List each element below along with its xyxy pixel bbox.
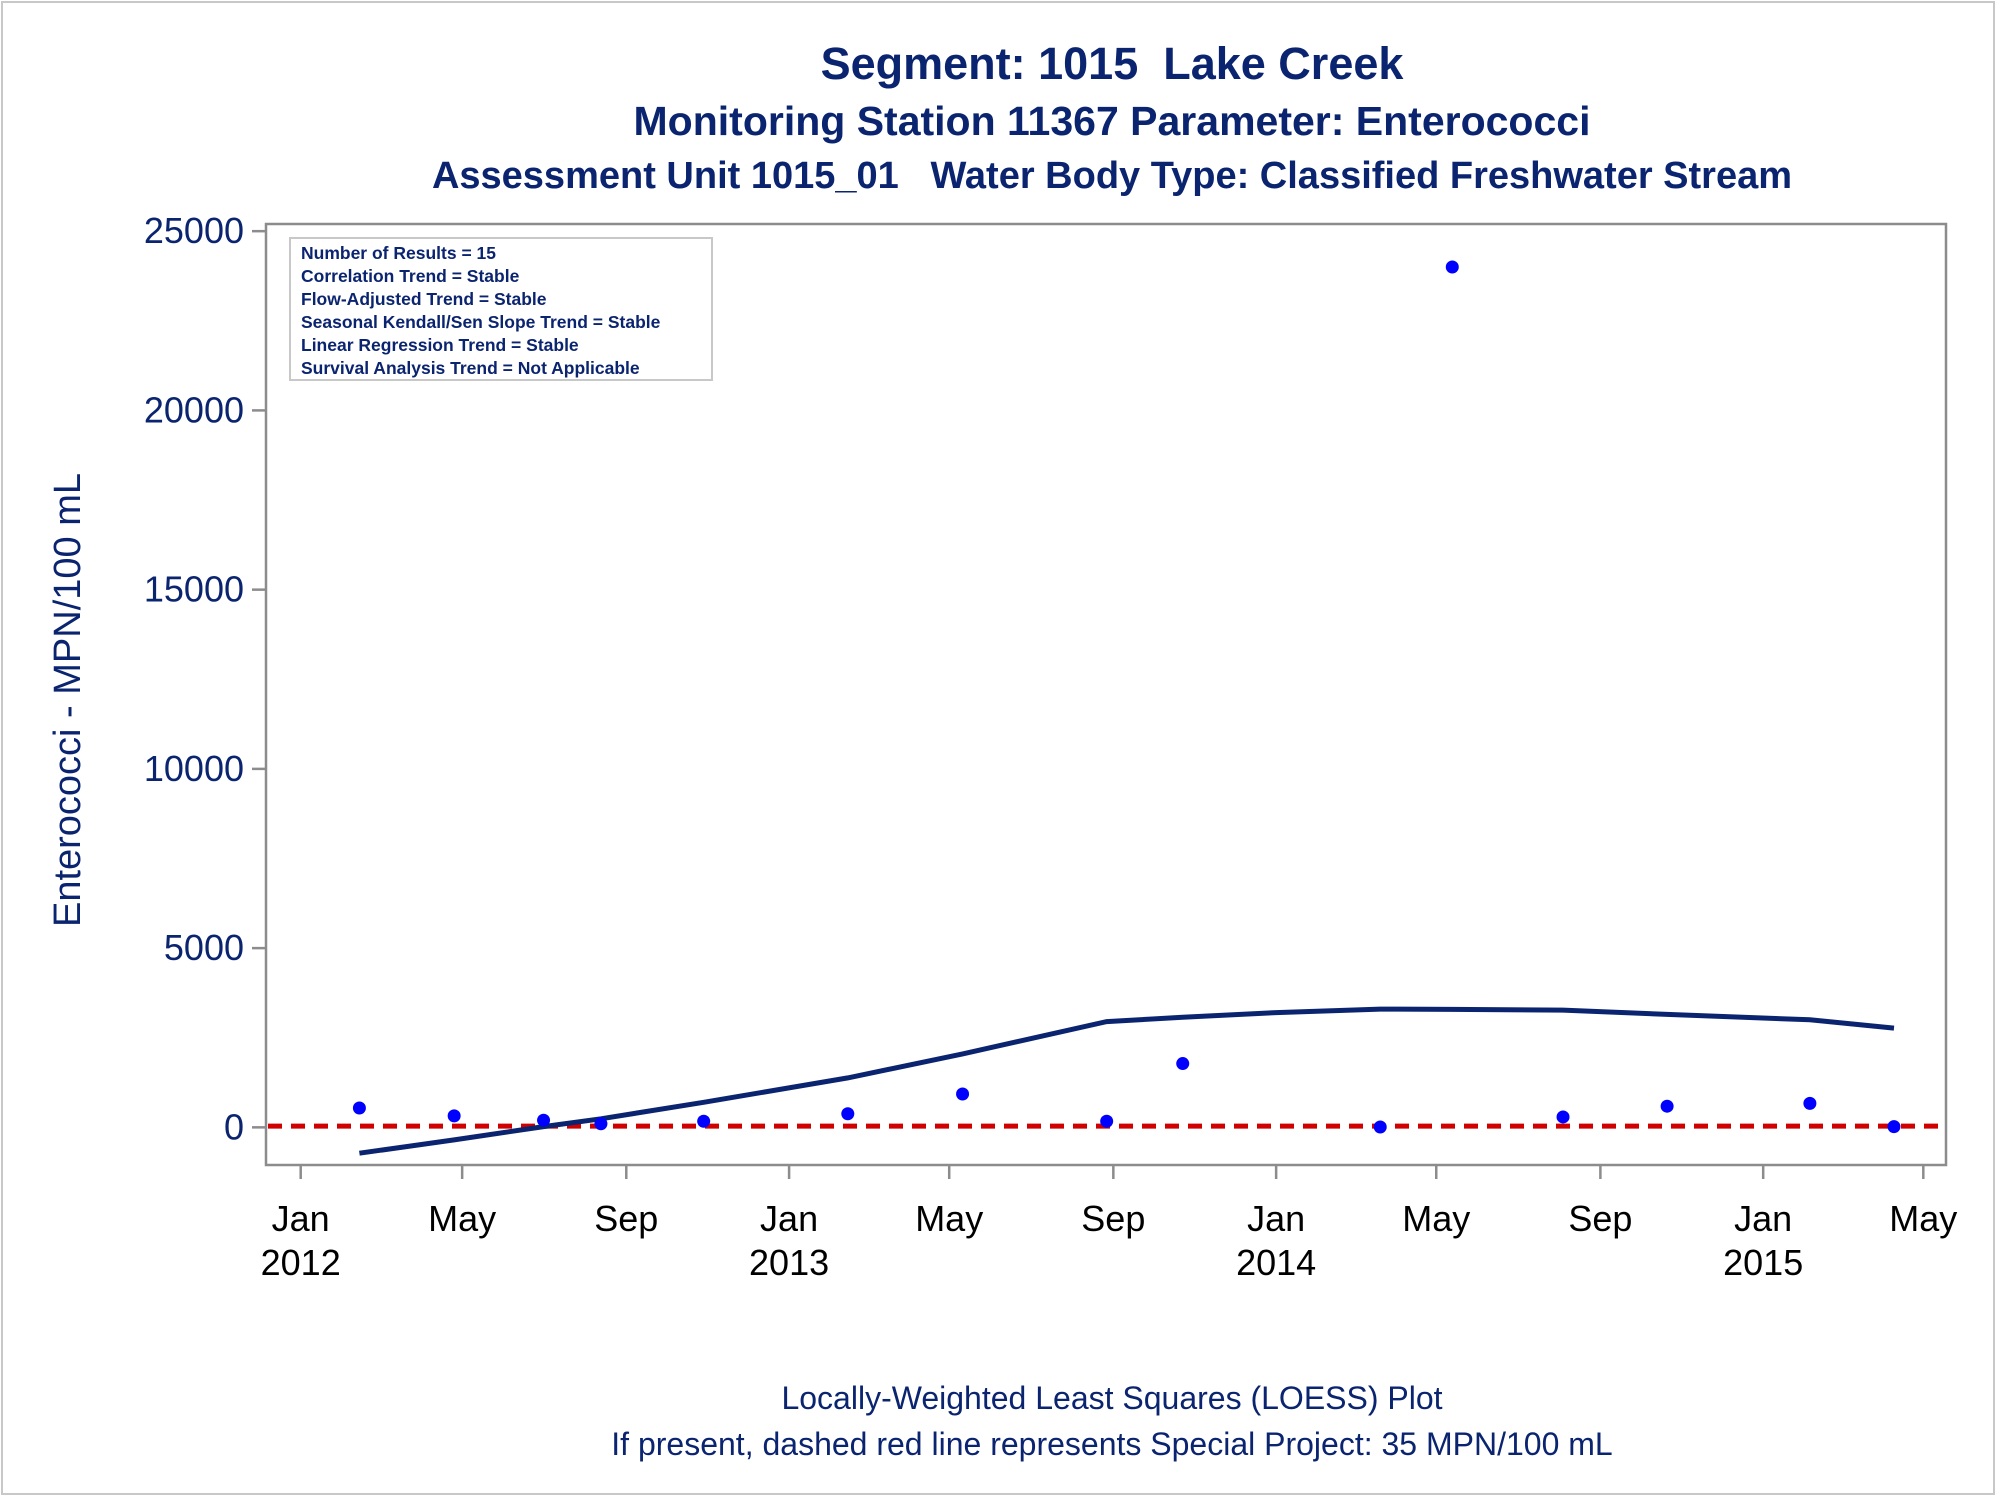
x-tick-label: Jan <box>1247 1198 1305 1239</box>
data-point <box>1803 1096 1817 1110</box>
data-point <box>1100 1114 1114 1128</box>
stats-line: Survival Analysis Trend = Not Applicable <box>301 358 640 378</box>
x-tick-label: May <box>1402 1198 1470 1239</box>
x-tick-label: Sep <box>1568 1198 1632 1239</box>
stats-line: Seasonal Kendall/Sen Slope Trend = Stabl… <box>301 312 661 332</box>
chart-subtitle-2: Assessment Unit 1015_01 Water Body Type:… <box>431 155 1793 197</box>
data-point <box>1445 260 1459 274</box>
x-tick-year-label: 2013 <box>749 1242 829 1283</box>
x-tick-label: Sep <box>1081 1198 1145 1239</box>
data-point <box>841 1107 855 1121</box>
data-point <box>352 1101 366 1115</box>
data-point <box>1176 1057 1190 1071</box>
data-point <box>1660 1099 1674 1113</box>
x-tick-label: May <box>915 1198 983 1239</box>
data-point <box>594 1117 608 1131</box>
data-point <box>956 1087 970 1101</box>
y-tick-label: 15000 <box>144 569 244 610</box>
stats-line: Correlation Trend = Stable <box>301 266 520 286</box>
y-tick-label: 10000 <box>144 748 244 789</box>
plot-area <box>264 222 1948 1167</box>
y-tick-label: 20000 <box>144 389 244 430</box>
data-point <box>1887 1120 1901 1134</box>
data-points <box>352 260 1901 1134</box>
x-tick-label: May <box>1889 1198 1957 1239</box>
y-tick-label: 0 <box>224 1106 244 1147</box>
stats-line: Number of Results = 15 <box>301 243 496 263</box>
loess-curve <box>359 1006 1895 1156</box>
stats-box: Number of Results = 15 Correlation Trend… <box>289 237 713 381</box>
x-tick-year-label: 2012 <box>261 1242 341 1283</box>
data-point <box>447 1109 461 1123</box>
chart-title: Segment: 1015 Lake Creek <box>820 38 1404 89</box>
chart-subtitle: Monitoring Station 11367 Parameter: Ente… <box>633 98 1591 144</box>
data-point <box>697 1114 711 1128</box>
x-tick-label: May <box>428 1198 496 1239</box>
x-tick-year-label: 2014 <box>1236 1242 1316 1283</box>
stats-line: Flow-Adjusted Trend = Stable <box>301 289 547 309</box>
x-tick-label: Jan <box>1734 1198 1792 1239</box>
data-point <box>537 1113 551 1127</box>
x-tick-label: Sep <box>594 1198 658 1239</box>
y-tick-label: 25000 <box>144 210 244 251</box>
y-axis: 0 5000 10000 15000 20000 25000 <box>144 210 266 1147</box>
y-axis-label: Enterococci - MPN/100 mL <box>47 473 89 927</box>
data-point <box>1373 1120 1387 1134</box>
y-tick-label: 5000 <box>164 927 244 968</box>
footnote-special-project: If present, dashed red line represents S… <box>611 1426 1613 1462</box>
data-point <box>1556 1110 1570 1124</box>
stats-box-border <box>289 237 713 381</box>
footnote-loess: Locally-Weighted Least Squares (LOESS) P… <box>781 1380 1443 1416</box>
x-tick-label: Jan <box>272 1198 330 1239</box>
x-tick-year-label: 2015 <box>1723 1242 1803 1283</box>
x-tick-label: Jan <box>760 1198 818 1239</box>
stats-line: Linear Regression Trend = Stable <box>301 335 579 355</box>
